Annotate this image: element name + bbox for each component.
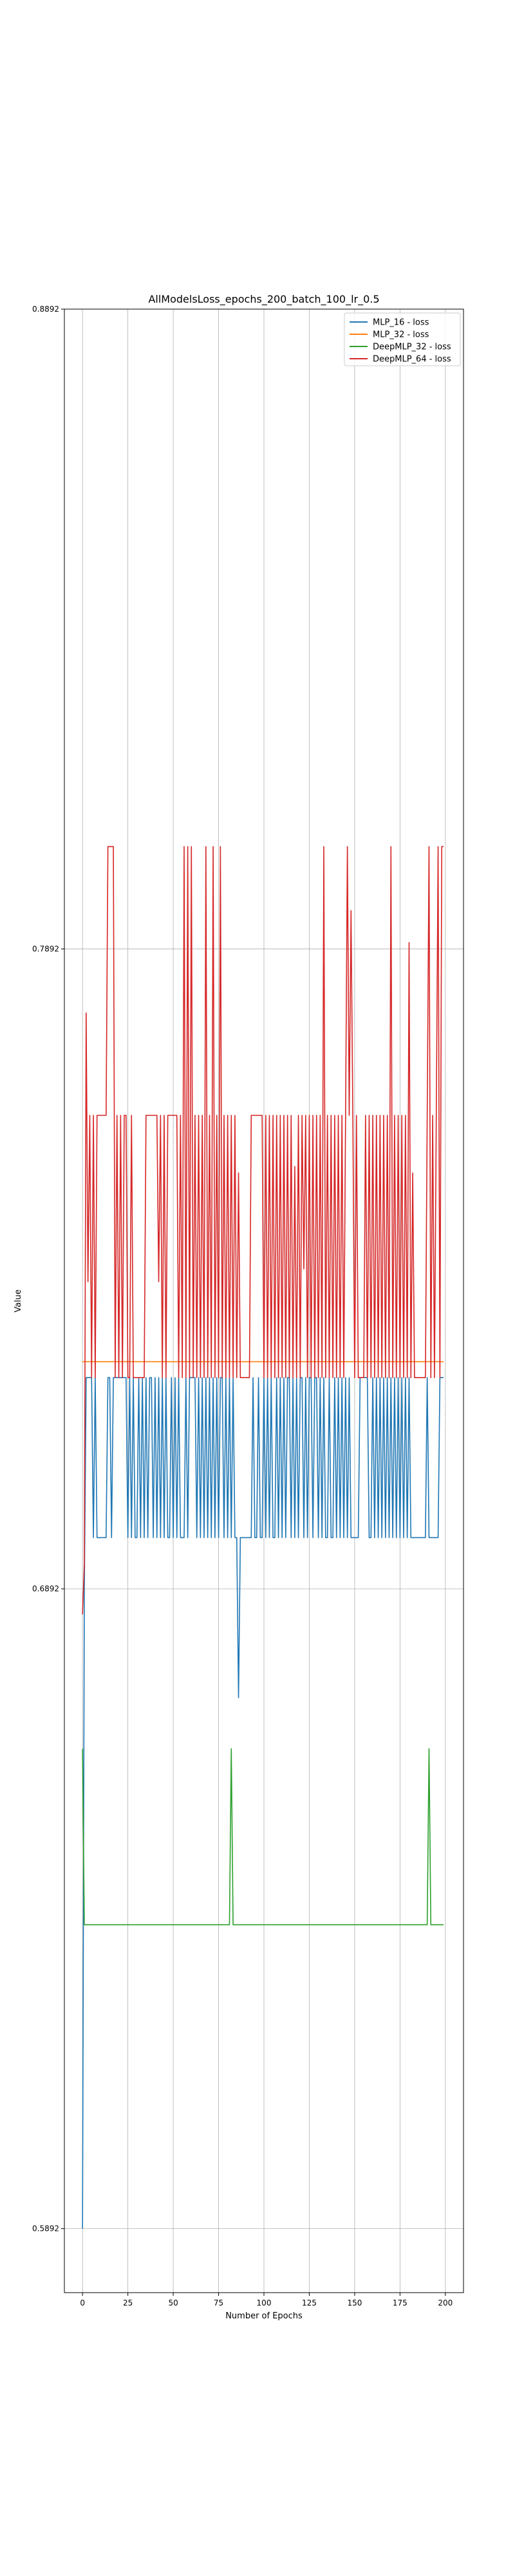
series-line-deepmlp-64-loss — [82, 846, 444, 1615]
x-tick-label: 150 — [347, 2298, 362, 2307]
x-tick-label: 125 — [302, 2298, 317, 2307]
series-line-deepmlp-32-loss — [82, 1748, 444, 1926]
x-tick-label: 200 — [438, 2298, 453, 2307]
series-line-mlp-16-loss — [82, 1377, 444, 2229]
legend-label: MLP_32 - loss — [373, 330, 429, 340]
y-tick-label: 0.7892 — [32, 945, 59, 954]
legend-label: MLP_16 - loss — [373, 318, 429, 328]
series-lines — [82, 846, 444, 2229]
x-tick-label: 100 — [257, 2298, 272, 2307]
legend-box — [344, 312, 461, 366]
axis-ticks: 0 25 50 75 100 125 150 175 200 0.5892 0.6892 0.7892… — [32, 305, 453, 2307]
gridlines — [64, 308, 464, 2293]
x-tick-label: 175 — [393, 2298, 407, 2307]
legend-label: DeepMLP_64 - loss — [373, 355, 451, 365]
x-tick-label: 50 — [168, 2298, 178, 2307]
x-tick-label: 25 — [123, 2298, 133, 2307]
x-tick-label: 75 — [214, 2298, 223, 2307]
x-tick-label: 0 — [80, 2298, 85, 2307]
y-tick-label: 0.5892 — [32, 2224, 59, 2233]
chart-title: AllModelsLoss_epochs_200_batch_100_lr_0.… — [148, 293, 379, 306]
y-axis-label: Value — [14, 1289, 23, 1312]
x-axis-label: Number of Epochs — [225, 2311, 303, 2321]
y-tick-label: 0.8892 — [32, 305, 59, 314]
y-tick-label: 0.6892 — [32, 1584, 59, 1593]
legend: MLP_16 - loss MLP_32 - loss DeepMLP_32 - l… — [344, 312, 461, 366]
legend-label: DeepMLP_32 - loss — [373, 343, 451, 352]
